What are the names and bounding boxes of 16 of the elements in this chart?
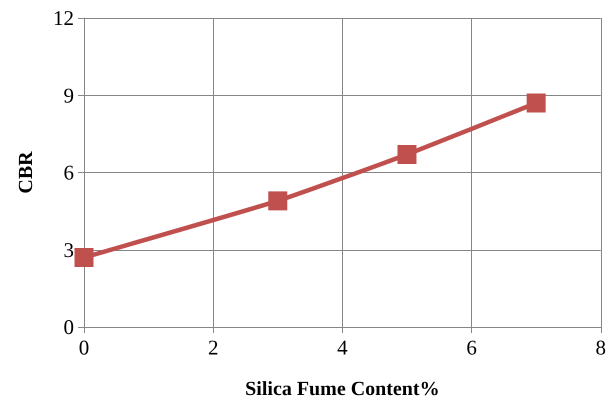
- y-tick-label: 0: [64, 315, 74, 339]
- point: [74, 248, 94, 267]
- x-tick-label: 4: [337, 336, 348, 360]
- x-tick-label: 0: [78, 336, 90, 360]
- y-tick-label: 3: [64, 238, 74, 262]
- y-tick-label: 6: [64, 160, 74, 184]
- point: [526, 93, 546, 112]
- x-tick-label: 2: [208, 336, 218, 360]
- y-axis-title: CBR: [15, 150, 37, 194]
- point: [397, 144, 416, 164]
- x-tick-label: 8: [596, 336, 606, 360]
- y-tick-label: 12: [53, 6, 74, 30]
- point: [268, 191, 288, 210]
- x-tick-label: 6: [466, 336, 477, 360]
- x-axis-title: Silica Fume Content%: [245, 378, 440, 400]
- y-tick-label: 9: [64, 83, 74, 108]
